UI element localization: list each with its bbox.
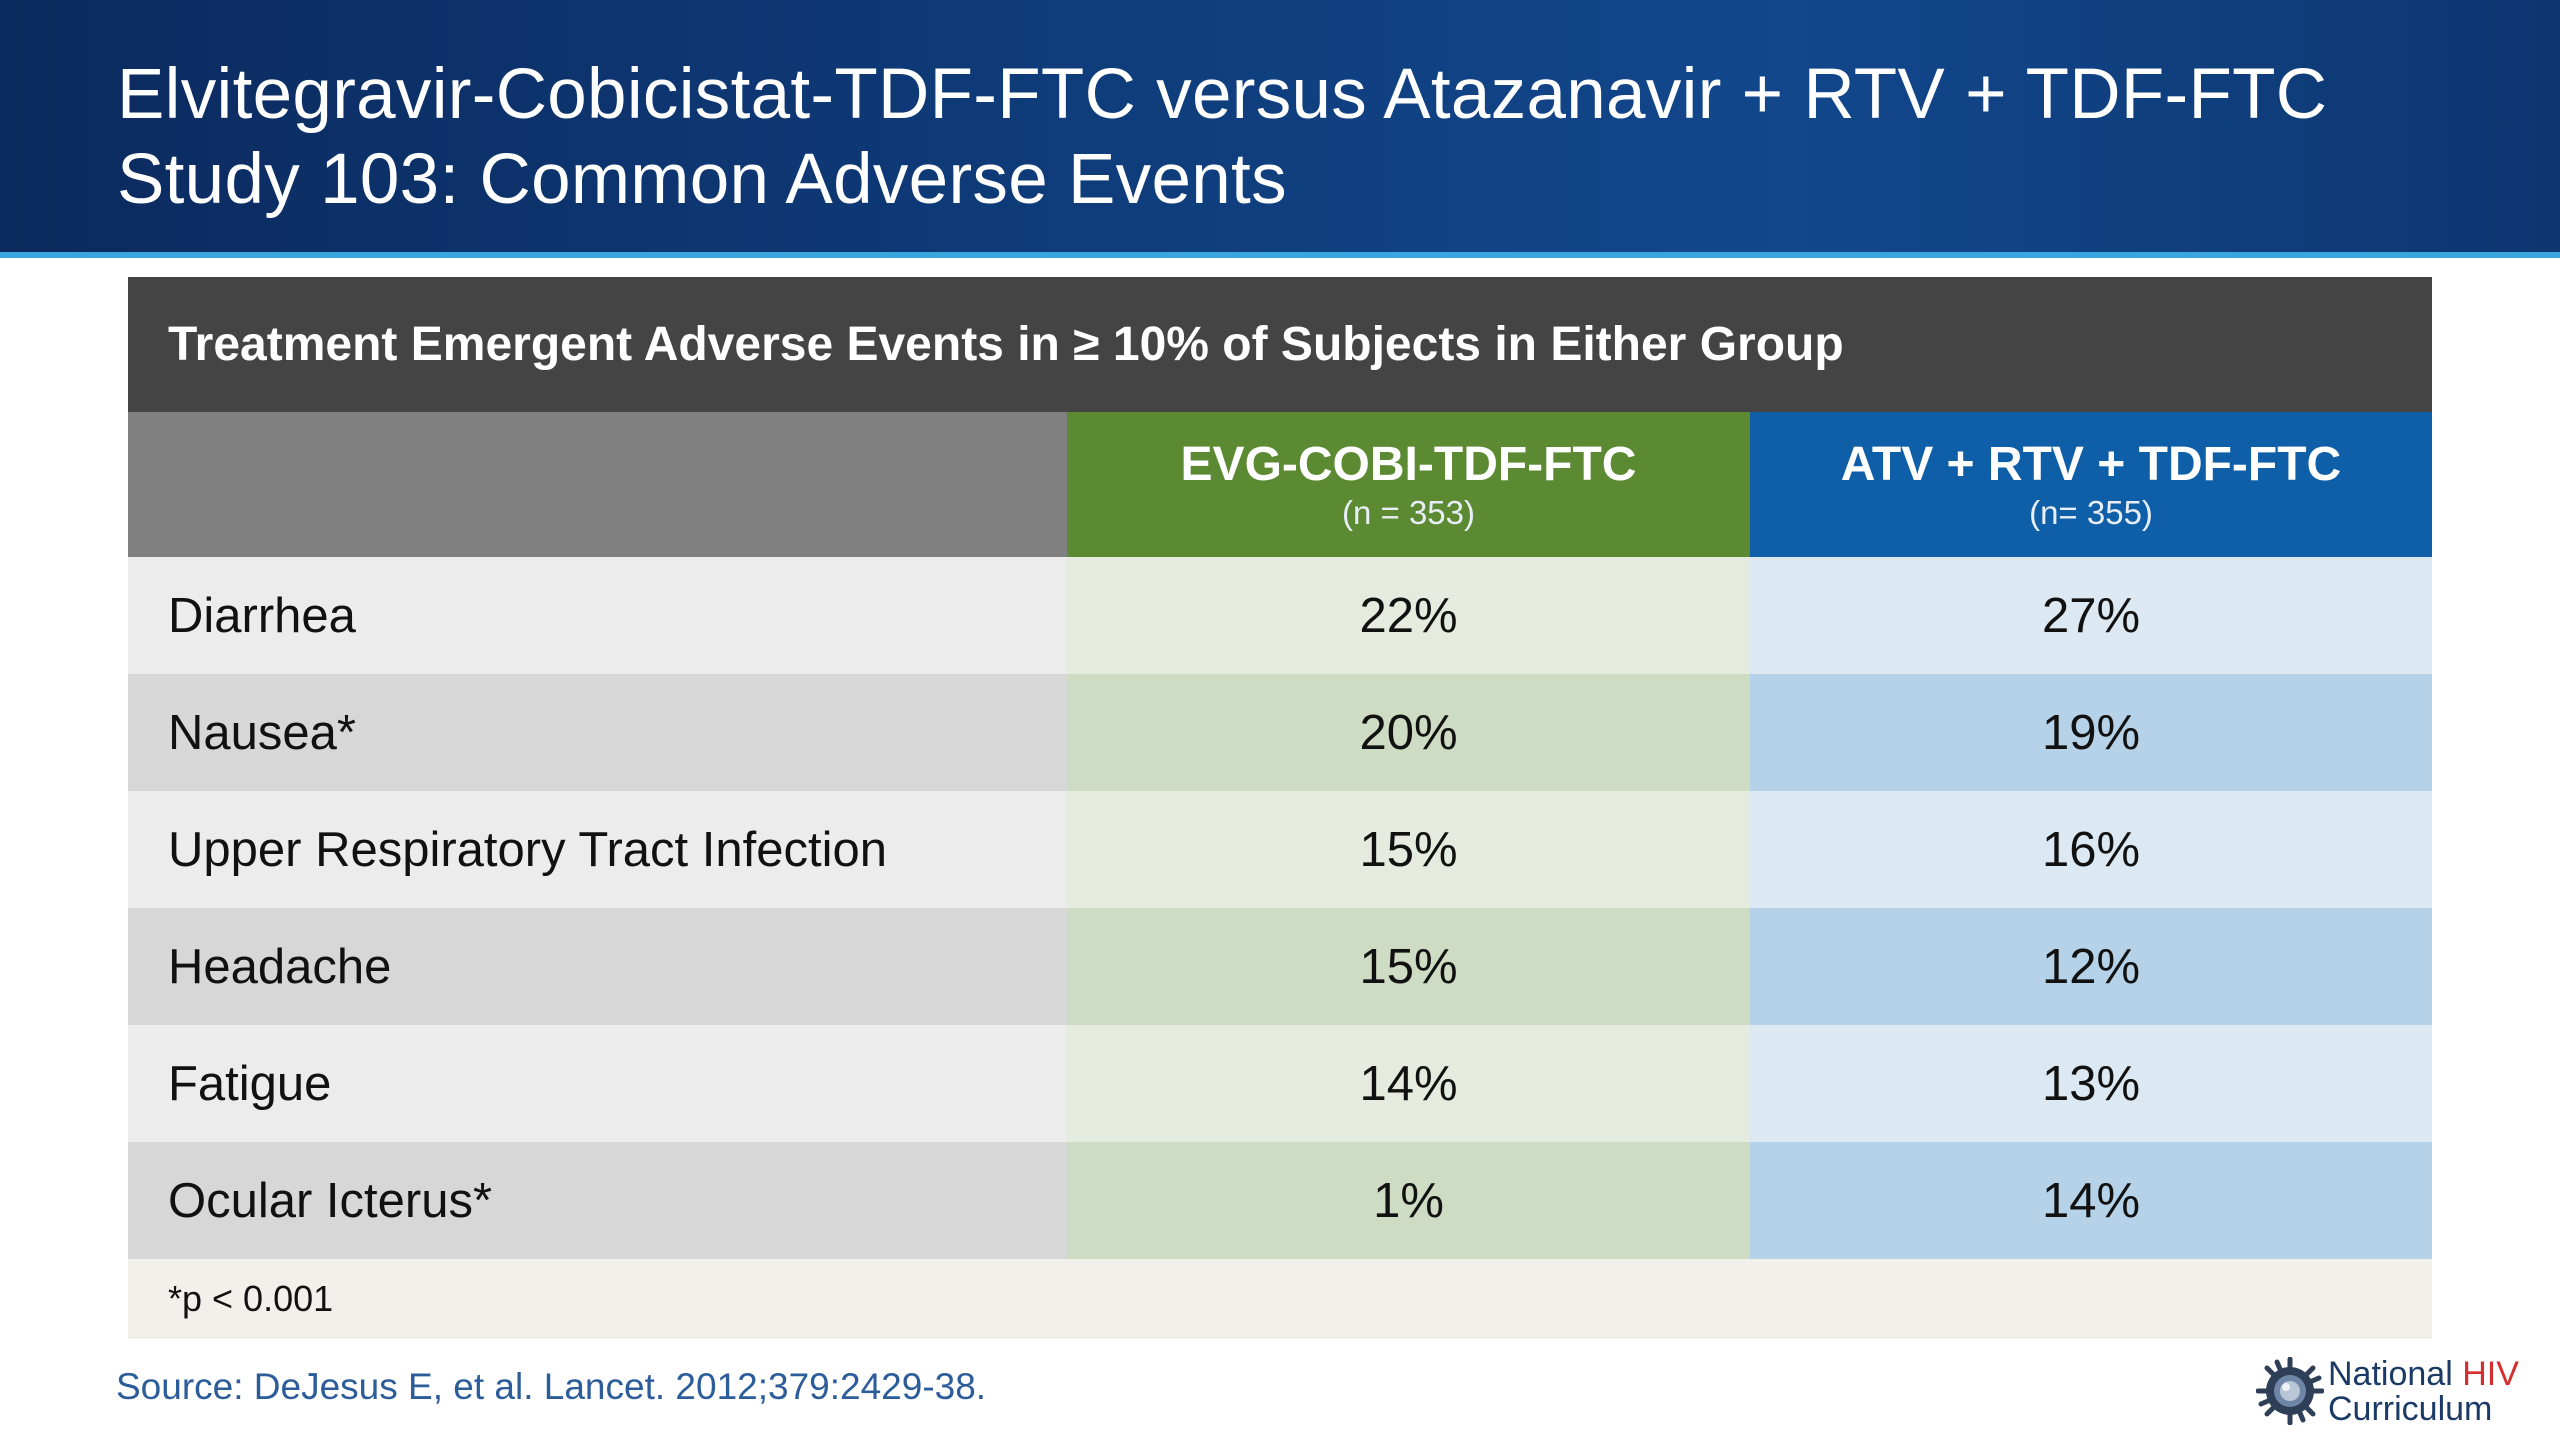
gear-globe-icon <box>2256 1357 2324 1425</box>
header-evg-label: EVG-COBI-TDF-FTC <box>1180 437 1637 491</box>
header-cell-empty <box>128 412 1067 557</box>
atv-value: 12% <box>1750 908 2432 1025</box>
table-row: Diarrhea 22% 27% <box>128 557 2432 674</box>
evg-value: 1% <box>1067 1142 1750 1259</box>
adverse-events-table: Treatment Emergent Adverse Events in ≥ 1… <box>128 277 2432 1339</box>
table-row: Fatigue 14% 13% <box>128 1025 2432 1142</box>
header-evg-n: (n = 353) <box>1342 493 1475 531</box>
logo-word-curriculum: Curriculum <box>2328 1390 2493 1428</box>
source-citation: Source: DeJesus E, et al. Lancet. 2012;3… <box>116 1366 987 1407</box>
header-cell-evg: EVG-COBI-TDF-FTC (n = 353) <box>1067 412 1750 557</box>
slide-title: Elvitegravir-Cobicistat-TDF-FTC versus A… <box>117 52 2497 222</box>
event-name: Fatigue <box>128 1025 1067 1142</box>
slide-title-line1: Elvitegravir-Cobicistat-TDF-FTC versus A… <box>117 55 2328 134</box>
event-name: Upper Respiratory Tract Infection <box>128 791 1067 908</box>
table-header-row: EVG-COBI-TDF-FTC (n = 353) ATV + RTV + T… <box>128 412 2432 557</box>
evg-value: 22% <box>1067 557 1750 674</box>
slide-header <box>0 0 2560 252</box>
atv-value: 13% <box>1750 1025 2432 1142</box>
logo-text: National HIV Curriculum <box>2328 1357 2519 1427</box>
header-cell-atv: ATV + RTV + TDF-FTC (n= 355) <box>1750 412 2432 557</box>
atv-value: 16% <box>1750 791 2432 908</box>
table-row: Nausea* 20% 19% <box>128 674 2432 791</box>
event-name: Diarrhea <box>128 557 1067 674</box>
logo-word-national: National <box>2328 1355 2463 1393</box>
atv-value: 19% <box>1750 674 2432 791</box>
event-name: Nausea* <box>128 674 1067 791</box>
header-atv-label: ATV + RTV + TDF-FTC <box>1840 437 2342 491</box>
table-row: Ocular Icterus* 1% 14% <box>128 1142 2432 1259</box>
header-atv-n: (n= 355) <box>2029 493 2153 531</box>
table-row: Upper Respiratory Tract Infection 15% 16… <box>128 791 2432 908</box>
atv-value: 27% <box>1750 557 2432 674</box>
table-title: Treatment Emergent Adverse Events in ≥ 1… <box>128 277 2432 412</box>
evg-value: 15% <box>1067 908 1750 1025</box>
logo-word-hiv: HIV <box>2462 1355 2519 1393</box>
event-name: Ocular Icterus* <box>128 1142 1067 1259</box>
slide-title-line2: Study 103: Common Adverse Events <box>117 140 1287 219</box>
table-footnote: *p < 0.001 <box>128 1259 2432 1339</box>
national-hiv-curriculum-logo: National HIV Curriculum <box>2256 1355 2546 1430</box>
event-name: Headache <box>128 908 1067 1025</box>
evg-value: 20% <box>1067 674 1750 791</box>
evg-value: 14% <box>1067 1025 1750 1142</box>
evg-value: 15% <box>1067 791 1750 908</box>
header-divider <box>0 252 2560 258</box>
table-row: Headache 15% 12% <box>128 908 2432 1025</box>
atv-value: 14% <box>1750 1142 2432 1259</box>
